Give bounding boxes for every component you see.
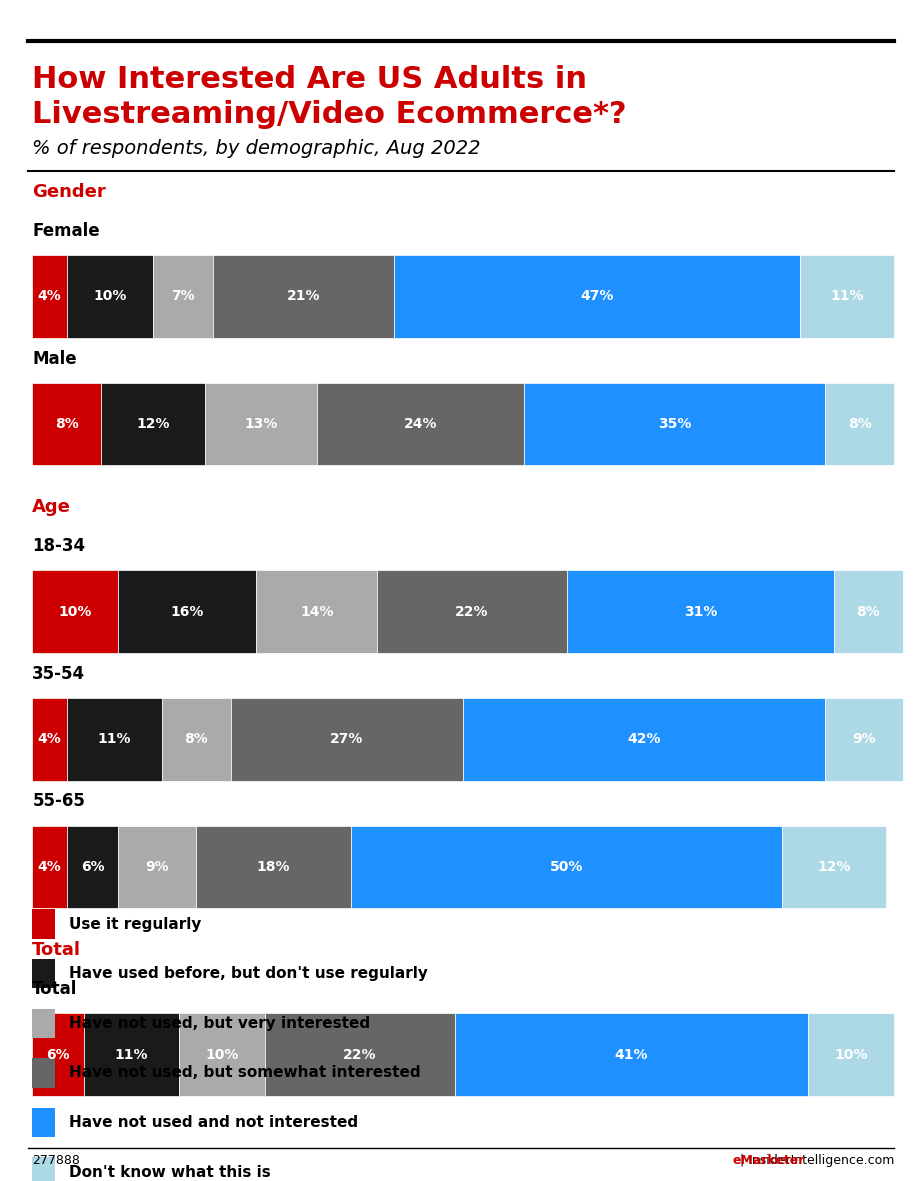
FancyBboxPatch shape <box>118 570 256 653</box>
Text: 16%: 16% <box>171 605 204 619</box>
Text: Livestreaming/Video Ecommerce*?: Livestreaming/Video Ecommerce*? <box>32 100 627 130</box>
Text: 18-34: 18-34 <box>32 537 86 555</box>
Text: Total: Total <box>32 941 81 959</box>
FancyBboxPatch shape <box>32 255 66 338</box>
FancyBboxPatch shape <box>32 1157 55 1181</box>
Text: Male: Male <box>32 350 77 367</box>
Text: 10%: 10% <box>59 605 92 619</box>
Text: Have not used and not interested: Have not used and not interested <box>69 1115 359 1130</box>
Text: 10%: 10% <box>93 289 126 304</box>
FancyBboxPatch shape <box>455 1013 808 1096</box>
FancyBboxPatch shape <box>32 1058 55 1088</box>
Text: 6%: 6% <box>81 860 104 874</box>
Text: 277888: 277888 <box>32 1154 80 1167</box>
Text: | InsiderIntelligence.com: | InsiderIntelligence.com <box>736 1154 894 1167</box>
Text: 10%: 10% <box>834 1048 868 1062</box>
Text: 22%: 22% <box>343 1048 376 1062</box>
FancyBboxPatch shape <box>351 826 782 908</box>
Text: 47%: 47% <box>580 289 614 304</box>
FancyBboxPatch shape <box>161 698 230 781</box>
Text: Female: Female <box>32 222 100 240</box>
Text: 13%: 13% <box>244 417 278 431</box>
FancyBboxPatch shape <box>825 383 894 465</box>
FancyBboxPatch shape <box>32 909 55 939</box>
FancyBboxPatch shape <box>567 570 834 653</box>
FancyBboxPatch shape <box>782 826 886 908</box>
FancyBboxPatch shape <box>32 698 66 781</box>
Text: 11%: 11% <box>98 732 131 746</box>
FancyBboxPatch shape <box>32 826 66 908</box>
FancyBboxPatch shape <box>377 570 567 653</box>
FancyBboxPatch shape <box>153 255 213 338</box>
Text: 55-65: 55-65 <box>32 792 85 810</box>
FancyBboxPatch shape <box>205 383 317 465</box>
FancyBboxPatch shape <box>265 1013 455 1096</box>
Text: 4%: 4% <box>38 860 62 874</box>
Text: 11%: 11% <box>114 1048 148 1062</box>
Text: Have used before, but don't use regularly: Have used before, but don't use regularl… <box>69 966 428 981</box>
Text: 27%: 27% <box>330 732 363 746</box>
FancyBboxPatch shape <box>32 570 118 653</box>
FancyBboxPatch shape <box>463 698 825 781</box>
Text: 12%: 12% <box>136 417 170 431</box>
FancyBboxPatch shape <box>66 255 153 338</box>
Text: Have not used, but very interested: Have not used, but very interested <box>69 1016 371 1031</box>
FancyBboxPatch shape <box>213 255 395 338</box>
Text: 10%: 10% <box>206 1048 239 1062</box>
Text: Don't know what this is: Don't know what this is <box>69 1164 271 1180</box>
Text: 31%: 31% <box>684 605 717 619</box>
Text: 8%: 8% <box>184 732 208 746</box>
FancyBboxPatch shape <box>32 959 55 988</box>
Text: 7%: 7% <box>171 289 195 304</box>
Text: 35%: 35% <box>657 417 692 431</box>
Text: 22%: 22% <box>455 605 489 619</box>
Text: 4%: 4% <box>38 732 62 746</box>
FancyBboxPatch shape <box>118 826 196 908</box>
Text: 21%: 21% <box>287 289 321 304</box>
Text: Gender: Gender <box>32 183 106 201</box>
FancyBboxPatch shape <box>808 1013 894 1096</box>
FancyBboxPatch shape <box>32 1009 55 1038</box>
Text: 42%: 42% <box>628 732 661 746</box>
FancyBboxPatch shape <box>32 1108 55 1137</box>
FancyBboxPatch shape <box>524 383 825 465</box>
FancyBboxPatch shape <box>66 698 161 781</box>
Text: Age: Age <box>32 498 71 516</box>
Text: 4%: 4% <box>38 289 62 304</box>
FancyBboxPatch shape <box>834 570 903 653</box>
Text: 24%: 24% <box>404 417 437 431</box>
FancyBboxPatch shape <box>101 383 205 465</box>
Text: Total: Total <box>32 980 77 998</box>
Text: 8%: 8% <box>857 605 881 619</box>
Text: 18%: 18% <box>257 860 290 874</box>
FancyBboxPatch shape <box>66 826 118 908</box>
FancyBboxPatch shape <box>84 1013 179 1096</box>
Text: 8%: 8% <box>848 417 871 431</box>
Text: 35-54: 35-54 <box>32 665 86 683</box>
Text: 11%: 11% <box>830 289 864 304</box>
Text: 8%: 8% <box>55 417 78 431</box>
FancyBboxPatch shape <box>256 570 377 653</box>
FancyBboxPatch shape <box>196 826 351 908</box>
Text: 6%: 6% <box>46 1048 70 1062</box>
Text: How Interested Are US Adults in: How Interested Are US Adults in <box>32 65 587 94</box>
Text: 14%: 14% <box>300 605 334 619</box>
FancyBboxPatch shape <box>825 698 903 781</box>
Text: % of respondents, by demographic, Aug 2022: % of respondents, by demographic, Aug 20… <box>32 139 480 158</box>
FancyBboxPatch shape <box>32 1013 84 1096</box>
FancyBboxPatch shape <box>32 383 101 465</box>
Text: Use it regularly: Use it regularly <box>69 916 202 932</box>
Text: 9%: 9% <box>146 860 169 874</box>
FancyBboxPatch shape <box>179 1013 265 1096</box>
Text: 9%: 9% <box>852 732 876 746</box>
Text: 50%: 50% <box>550 860 584 874</box>
FancyBboxPatch shape <box>395 255 799 338</box>
Text: 12%: 12% <box>817 860 851 874</box>
FancyBboxPatch shape <box>317 383 524 465</box>
Text: eMarketer: eMarketer <box>733 1154 805 1167</box>
Text: 41%: 41% <box>615 1048 648 1062</box>
FancyBboxPatch shape <box>799 255 894 338</box>
Text: Have not used, but somewhat interested: Have not used, but somewhat interested <box>69 1065 420 1081</box>
FancyBboxPatch shape <box>230 698 463 781</box>
